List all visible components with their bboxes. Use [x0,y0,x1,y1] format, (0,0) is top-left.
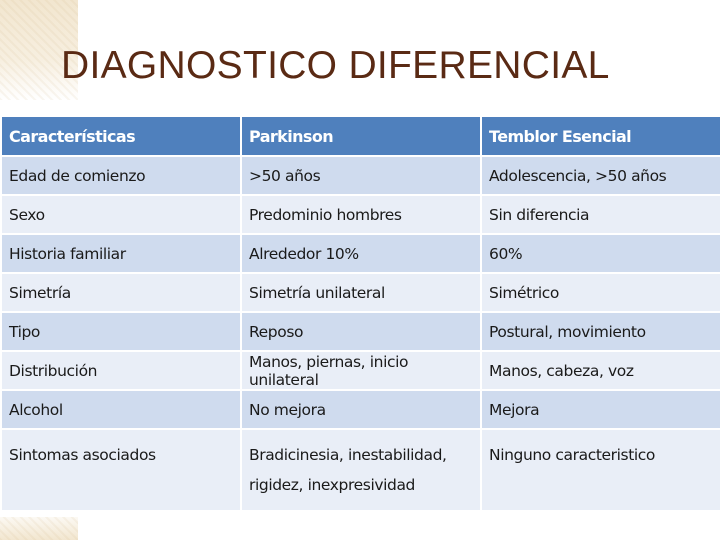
cell-line: Bradicinesia, inestabilidad, [249,446,447,464]
cell-parkinson: Manos, piernas, inicio unilateral [240,350,482,391]
table-row: Edad de comienzo >50 años Adolescencia, … [0,155,720,196]
header-parkinson: Parkinson [240,115,482,157]
cell-characteristic: Edad de comienzo [0,155,242,196]
cell-essential-tremor: Postural, movimiento [480,311,720,352]
table-header-row: Características Parkinson Temblor Esenci… [0,115,720,157]
header-essential-tremor: Temblor Esencial [480,115,720,157]
cell-characteristic: Distribución [0,350,242,391]
table-row: Distribución Manos, piernas, inicio unil… [0,350,720,391]
cell-characteristic: Simetría [0,272,242,313]
cell-parkinson: Predominio hombres [240,194,482,235]
cell-essential-tremor: 60% [480,233,720,274]
cell-line: rigidez, inexpresividad [249,476,416,494]
cell-characteristic: Historia familiar [0,233,242,274]
table-row: Historia familiar Alrededor 10% 60% [0,233,720,274]
cell-parkinson: Alrededor 10% [240,233,482,274]
cell-essential-tremor: Sin diferencia [480,194,720,235]
cell-characteristic: Sintomas asociados [0,428,242,512]
decorative-corner-top [0,0,78,100]
cell-essential-tremor: Adolescencia, >50 años [480,155,720,196]
cell-parkinson: Simetría unilateral [240,272,482,313]
table-row: Alcohol No mejora Mejora [0,389,720,430]
slide-title: DIAGNOSTICO DIFERENCIAL [61,44,610,87]
cell-parkinson: >50 años [240,155,482,196]
table-row: Simetría Simetría unilateral Simétrico [0,272,720,313]
cell-parkinson: Bradicinesia, inestabilidad, rigidez, in… [240,428,482,512]
header-characteristics: Características [0,115,242,157]
cell-characteristic: Alcohol [0,389,242,430]
table-row: Sintomas asociados Bradicinesia, inestab… [0,428,720,512]
cell-characteristic: Sexo [0,194,242,235]
table-row: Tipo Reposo Postural, movimiento [0,311,720,352]
cell-essential-tremor: Manos, cabeza, voz [480,350,720,391]
cell-characteristic: Tipo [0,311,242,352]
cell-essential-tremor: Ninguno caracteristico [480,428,720,512]
cell-parkinson: No mejora [240,389,482,430]
table-row: Sexo Predominio hombres Sin diferencia [0,194,720,235]
cell-essential-tremor: Simétrico [480,272,720,313]
comparison-table-container: Características Parkinson Temblor Esenci… [0,115,720,517]
comparison-table: Características Parkinson Temblor Esenci… [0,115,720,512]
cell-essential-tremor: Mejora [480,389,720,430]
cell-parkinson: Reposo [240,311,482,352]
